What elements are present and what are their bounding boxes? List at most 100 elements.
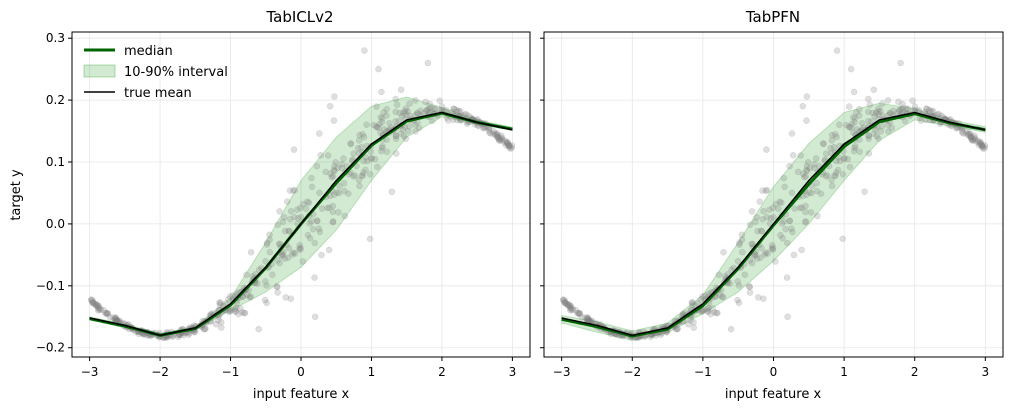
data-point — [796, 204, 804, 212]
data-point — [430, 105, 437, 112]
data-point — [967, 133, 974, 141]
data-point — [506, 142, 513, 150]
data-point — [820, 140, 827, 148]
data-point — [313, 217, 321, 225]
data-point — [238, 309, 246, 316]
data-point — [685, 321, 692, 328]
data-point — [496, 137, 503, 144]
data-point — [766, 206, 773, 213]
data-point — [397, 130, 405, 137]
data-point — [327, 192, 334, 200]
data-point — [345, 190, 352, 197]
data-point — [485, 127, 493, 134]
data-point — [332, 159, 339, 166]
data-point — [808, 189, 815, 197]
data-point — [851, 115, 859, 122]
data-point — [215, 316, 222, 324]
data-point — [564, 302, 572, 309]
data-point — [828, 137, 836, 144]
data-point — [806, 189, 813, 196]
data-point — [688, 301, 696, 309]
data-point — [865, 132, 872, 140]
data-point — [422, 98, 429, 106]
data-point — [865, 150, 873, 157]
x-axis-label: input feature x — [253, 387, 350, 402]
data-point — [243, 271, 250, 279]
data-point — [965, 131, 972, 138]
data-point — [212, 321, 220, 328]
data-point — [111, 315, 119, 323]
data-point — [911, 103, 919, 110]
data-point — [976, 139, 984, 147]
data-point — [812, 155, 820, 162]
data-point — [356, 131, 363, 139]
data-point — [216, 299, 223, 306]
data-point — [561, 299, 568, 306]
data-point — [89, 297, 96, 304]
data-point — [401, 108, 409, 115]
data-point — [897, 59, 904, 67]
data-point — [404, 107, 411, 115]
data-point — [335, 189, 343, 197]
data-point — [496, 136, 504, 143]
data-point — [748, 240, 755, 248]
data-point — [938, 112, 945, 120]
data-point — [959, 129, 966, 136]
data-point — [254, 280, 261, 287]
data-point — [95, 306, 103, 313]
data-point — [768, 241, 776, 249]
data-point — [438, 103, 446, 110]
data-point — [381, 126, 388, 133]
data-point — [486, 129, 493, 136]
data-point — [247, 293, 254, 300]
data-point — [786, 162, 793, 170]
data-point — [813, 187, 821, 195]
data-point — [450, 105, 457, 113]
data-point — [87, 296, 95, 303]
data-point — [797, 152, 804, 159]
data-point — [403, 111, 410, 118]
data-point — [316, 130, 323, 137]
data-point — [877, 107, 884, 115]
data-point — [827, 145, 834, 152]
data-point — [786, 217, 793, 225]
data-point — [360, 133, 368, 141]
x-tick-label: 3 — [509, 365, 517, 379]
data-point — [102, 310, 110, 317]
data-point — [917, 117, 925, 124]
data-point — [300, 200, 307, 208]
data-point — [306, 234, 314, 242]
legend-interval-label: 10-90% interval — [124, 65, 228, 80]
data-point — [175, 333, 182, 341]
data-point — [501, 138, 508, 146]
data-point — [784, 313, 791, 321]
data-point — [431, 105, 439, 113]
data-point — [362, 153, 370, 161]
data-point — [373, 103, 380, 110]
data-point — [786, 217, 793, 225]
data-point — [499, 135, 506, 143]
data-point — [494, 133, 501, 141]
data-point — [92, 302, 100, 309]
data-point — [457, 108, 464, 115]
data-point — [246, 293, 254, 301]
data-point — [780, 174, 788, 182]
data-point — [380, 109, 387, 116]
data-point — [788, 225, 795, 232]
data-point — [846, 123, 853, 131]
data-point — [977, 139, 984, 147]
data-point — [111, 315, 119, 322]
data-point — [106, 313, 114, 321]
data-point — [802, 218, 809, 225]
data-point — [506, 142, 513, 150]
true-mean-line — [561, 111, 986, 337]
data-point — [971, 134, 978, 142]
data-point — [803, 166, 810, 174]
data-point — [866, 101, 874, 108]
data-point — [308, 174, 315, 182]
data-point — [454, 108, 461, 116]
data-point — [331, 93, 338, 100]
data-point — [495, 136, 503, 144]
data-point — [392, 108, 399, 116]
data-point — [88, 297, 95, 304]
